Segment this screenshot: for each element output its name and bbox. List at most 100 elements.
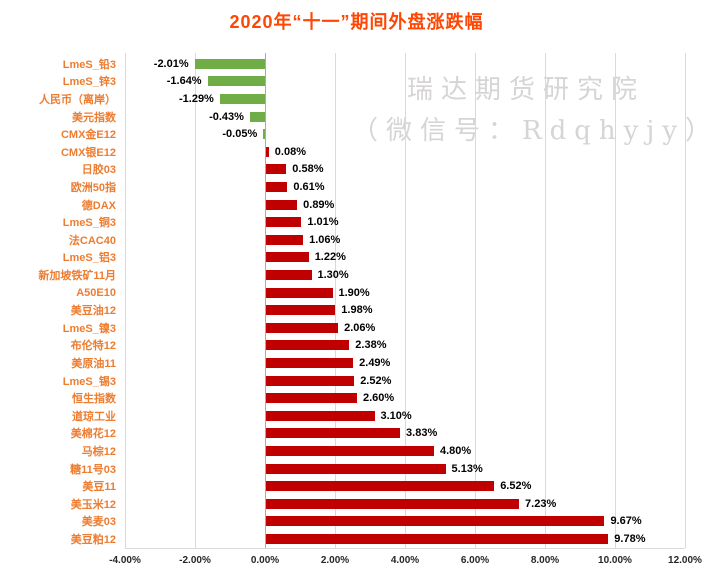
value-label: 1.90% (338, 286, 370, 299)
category-label: 马棕12 (81, 446, 116, 458)
category-label: 美玉米12 (70, 498, 116, 511)
category-label: 美原油11 (71, 358, 116, 370)
category-label: 美豆粕12 (70, 534, 116, 546)
gridline (125, 53, 126, 548)
x-tick-label: 12.00% (668, 555, 702, 566)
value-label: 6.52% (500, 480, 532, 493)
category-label: LmeS_铅3 (62, 58, 116, 71)
data-bar (266, 498, 520, 509)
x-tick-label: 2.00% (320, 555, 350, 566)
category-label: 布伦特12 (70, 340, 116, 353)
category-label: LmeS_锡3 (62, 375, 116, 388)
data-bar (266, 217, 302, 228)
data-bar (266, 481, 495, 492)
data-bar (266, 516, 605, 527)
data-bar (266, 340, 350, 351)
data-bar (266, 305, 336, 316)
value-label: 9.78% (614, 533, 646, 545)
value-label: 0.58% (292, 163, 324, 176)
zero-axis-line (265, 53, 266, 548)
category-label: CMX金E12 (60, 129, 116, 142)
x-axis-line (125, 548, 685, 549)
value-label: 1.22% (314, 251, 346, 264)
category-label: LmeS_锌3 (62, 76, 116, 89)
data-bar (266, 446, 434, 456)
data-bar (266, 375, 355, 386)
category-label: 美元指数 (72, 111, 116, 124)
data-bar (266, 410, 375, 421)
value-label: 0.08% (274, 145, 306, 158)
value-label: 2.49% (359, 357, 391, 369)
data-bar (266, 252, 309, 263)
data-bar (194, 58, 265, 69)
data-bar (266, 164, 287, 175)
gridline (545, 53, 546, 548)
category-label: 欧洲50指 (70, 182, 116, 194)
x-tick-label: 0.00% (250, 555, 280, 566)
gridline (615, 53, 616, 548)
gridline (335, 53, 336, 548)
category-label: 人民币（离岸） (39, 94, 116, 106)
gridline (685, 53, 686, 548)
category-label: LmeS_铜3 (62, 217, 116, 230)
gridline (195, 53, 196, 548)
category-label: 法CAC40 (68, 234, 116, 247)
gridline (475, 53, 476, 548)
value-label: 9.67% (610, 515, 642, 528)
category-label: LmeS_铝3 (62, 252, 116, 265)
category-label: 日胶03 (81, 164, 116, 177)
data-bar (266, 182, 288, 192)
value-label: 3.10% (380, 409, 412, 422)
category-label: 道琼工业 (72, 410, 116, 423)
value-label: -1.64% (166, 75, 202, 88)
value-label: 2.06% (344, 321, 376, 334)
value-label: 0.89% (303, 198, 335, 211)
value-label: 1.98% (341, 304, 373, 317)
data-bar (266, 287, 333, 298)
data-bar (266, 428, 401, 439)
value-label: 5.13% (451, 462, 483, 475)
x-tick-label: 10.00% (598, 555, 632, 566)
data-bar (207, 76, 265, 87)
data-bar (266, 534, 609, 544)
value-label: 7.23% (525, 497, 557, 510)
x-tick-label: -2.00% (179, 555, 211, 566)
category-label: A50E10 (76, 286, 116, 299)
data-bar (266, 358, 354, 368)
value-label: 1.06% (309, 233, 341, 246)
data-bar (249, 111, 265, 122)
value-label: 2.52% (360, 374, 392, 387)
value-label: -0.05% (222, 128, 258, 141)
category-label: 美棉花12 (70, 428, 116, 441)
value-label: 2.60% (363, 392, 395, 405)
value-label: -1.29% (178, 93, 214, 105)
value-label: -0.43% (209, 110, 244, 123)
data-bar (266, 234, 304, 245)
value-label: 1.30% (317, 269, 349, 281)
x-tick-label: 8.00% (530, 555, 560, 566)
x-tick-label: 4.00% (390, 555, 420, 566)
data-bar (266, 463, 446, 474)
value-label: 4.80% (440, 445, 472, 457)
chart-title: 2020年“十一”期间外盘涨跌幅 (229, 12, 484, 32)
value-label: 0.61% (293, 181, 325, 193)
data-bar (263, 129, 265, 140)
category-label: LmeS_镍3 (62, 322, 116, 335)
x-tick-label: -4.00% (109, 555, 141, 566)
category-label: 德DAX (81, 199, 116, 212)
gridline (405, 53, 406, 548)
x-tick-label: 6.00% (460, 555, 490, 566)
value-label: 3.83% (406, 427, 438, 440)
value-label: 1.01% (307, 216, 339, 229)
value-label: -2.01% (153, 57, 189, 70)
category-label: 恒生指数 (72, 393, 116, 406)
data-bar (266, 270, 312, 280)
category-label: 新加坡铁矿11月 (38, 270, 116, 282)
category-label: 糖11号03 (70, 463, 116, 476)
data-bar (266, 393, 357, 404)
category-label: 美麦03 (81, 516, 116, 529)
value-label: 2.38% (355, 339, 387, 352)
data-bar (219, 94, 265, 104)
category-label: CMX银E12 (60, 146, 116, 159)
